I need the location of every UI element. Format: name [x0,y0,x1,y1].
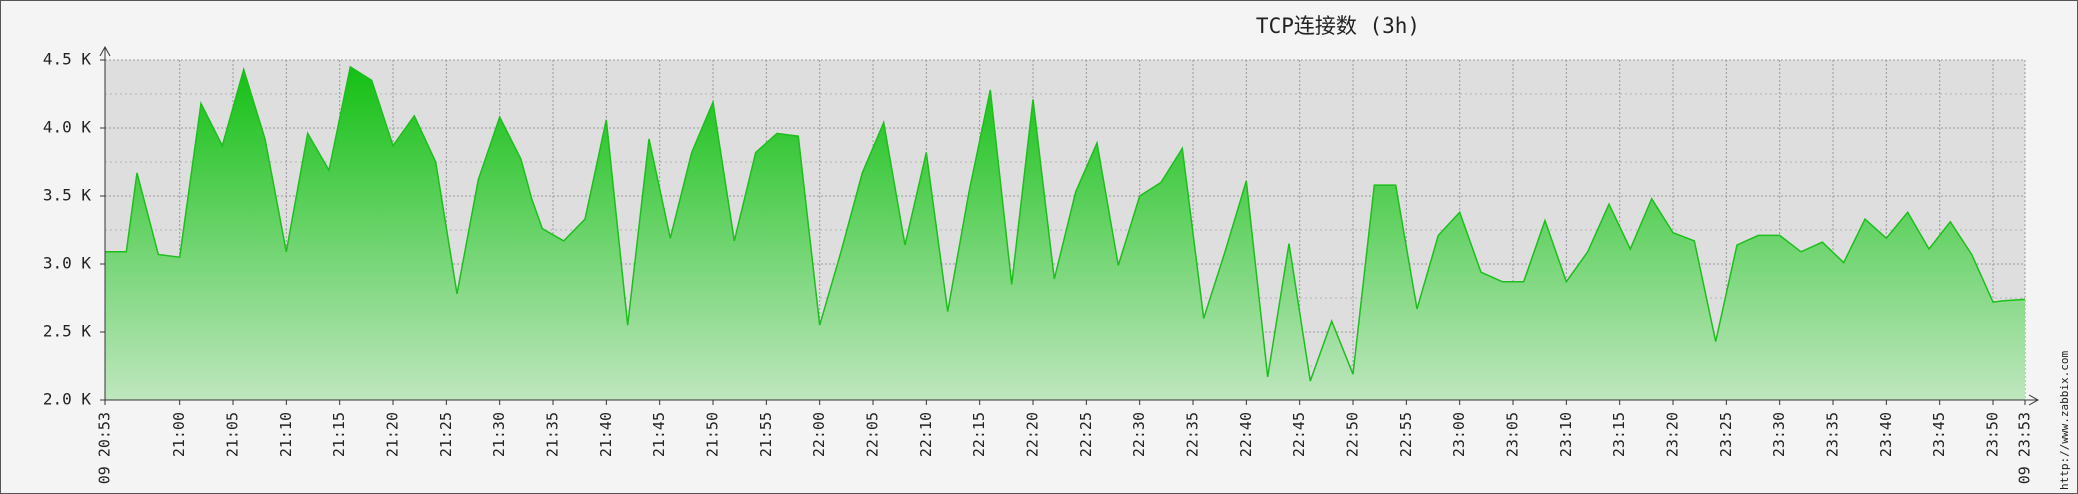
x-tick-label: 22:25 [1077,412,1095,457]
x-tick-label: 22:00 [810,412,828,457]
watermark: http://www.zabbix.com [2058,351,2071,490]
x-tick-label: 21:15 [330,412,348,457]
x-tick-label: 22:20 [1024,412,1042,457]
y-tick-label: 4.0 K [43,118,92,137]
x-tick-label: 23:35 [1824,412,1842,457]
x-tick-label: 22:15 [970,412,988,457]
x-tick-label: 21:55 [757,412,775,457]
x-tick-label: 23:15 [1610,412,1628,457]
x-tick-label: 21:40 [597,412,615,457]
x-tick-label: 21:00 [170,412,188,457]
x-tick-label: 22:35 [1184,412,1202,457]
y-tick-label: 3.0 K [43,254,92,273]
x-tick-label: 21:05 [224,412,242,457]
x-tick-label: 23:05 [1504,412,1522,457]
x-tick-label: 22:55 [1397,412,1415,457]
y-tick-label: 2.5 K [43,322,92,341]
chart-title: TCP连接数 (3h) [1256,14,1420,38]
x-tick-label: 21:20 [384,412,402,457]
x-tick-label: 23:10 [1557,412,1575,457]
x-tick-label: 23:20 [1664,412,1682,457]
x-tick-label: 21:35 [544,412,562,457]
x-tick-label: 23:50 [1984,412,2002,457]
x-tick-label: 09 23:53 [2016,412,2034,484]
x-tick-label: 23:40 [1877,412,1895,457]
y-axis [99,45,111,404]
x-tick-label: 22:30 [1130,412,1148,457]
x-tick-label: 21:10 [277,412,295,457]
x-tick-label: 23:45 [1930,412,1948,457]
line [105,65,2026,382]
x-tick-label: 22:05 [864,412,882,457]
x-tick-label: 22:10 [917,412,935,457]
y-tick-label: 3.5 K [43,186,92,205]
x-tick-label: 21:50 [704,412,722,457]
x-tick-label: 09 20:53 [96,412,114,484]
x-tick-label: 21:45 [650,412,668,457]
x-axis [101,394,2040,406]
x-tick-label: 23:25 [1717,412,1735,457]
x-tick-label: 22:45 [1290,412,1308,457]
y-tick-label: 2.0 K [43,390,92,409]
x-tick-label: 21:25 [437,412,455,457]
y-tick-label: 4.5 K [43,50,92,69]
x-tick-label: 23:30 [1770,412,1788,457]
x-tick-label: 22:50 [1344,412,1362,457]
x-tick-label: 22:40 [1237,412,1255,457]
x-tick-label: 21:30 [490,412,508,457]
x-tick-label: 23:00 [1450,412,1468,457]
area [105,66,2025,401]
